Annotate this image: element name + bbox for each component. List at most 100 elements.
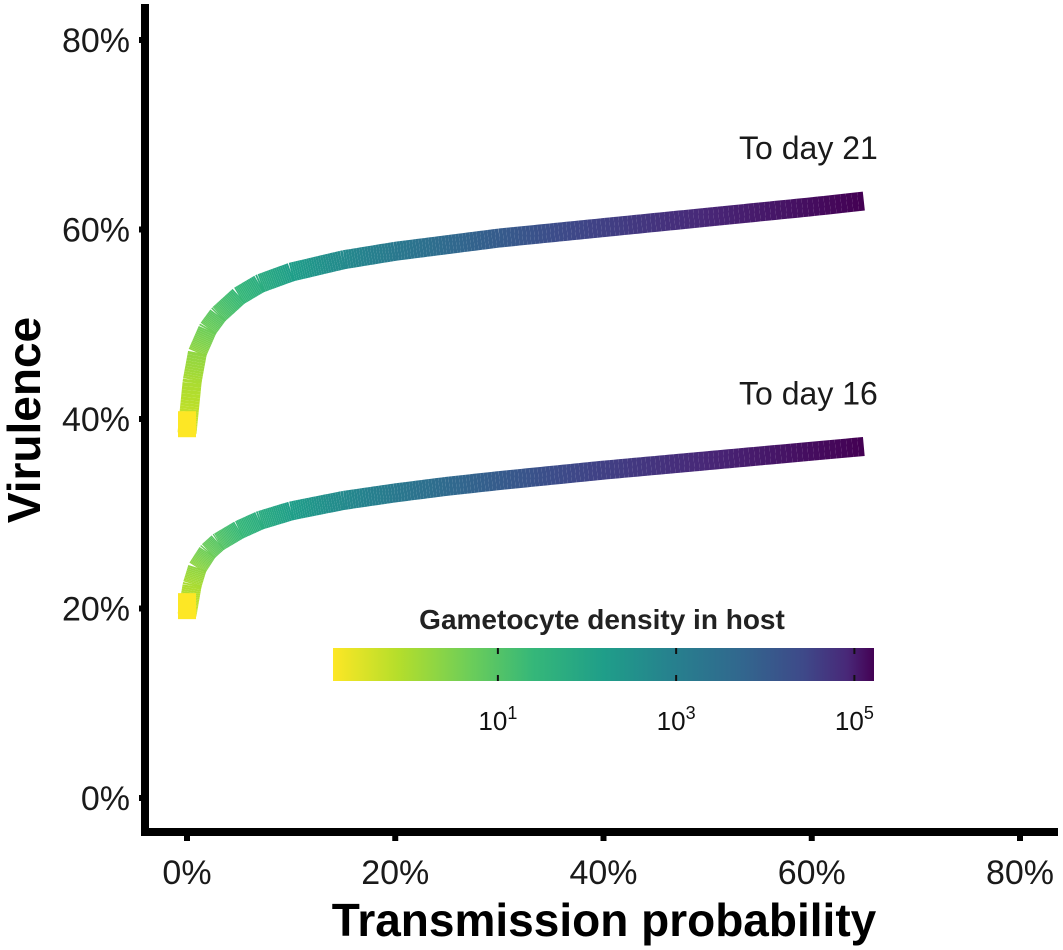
curve-segment bbox=[241, 282, 253, 300]
curve-segment bbox=[224, 295, 239, 311]
curve-segment bbox=[186, 568, 206, 577]
curve-segment bbox=[285, 263, 295, 282]
curve-segment bbox=[248, 514, 259, 533]
curve-segment bbox=[732, 204, 740, 225]
legend-ticks: 101 103 105 bbox=[478, 648, 874, 736]
curve-segment bbox=[209, 536, 224, 552]
curve-segment bbox=[216, 302, 230, 319]
curve-segment bbox=[774, 200, 782, 220]
curve-segment bbox=[212, 533, 225, 551]
curve-segment bbox=[255, 274, 265, 293]
curve-segment bbox=[857, 437, 865, 457]
curve-segment bbox=[235, 285, 247, 304]
curve-segment bbox=[812, 196, 820, 217]
curve-segment bbox=[221, 528, 232, 546]
curve-segment bbox=[228, 524, 240, 542]
curve-segment bbox=[743, 203, 751, 223]
curve-segment bbox=[275, 266, 285, 286]
curve-segment bbox=[312, 256, 320, 276]
y-tick-label: 20% bbox=[62, 591, 130, 629]
curve-segment bbox=[187, 350, 207, 358]
curve-segment bbox=[199, 323, 217, 335]
curve-segment bbox=[218, 300, 233, 316]
curve-segment bbox=[212, 306, 227, 322]
curve-segment bbox=[215, 532, 227, 550]
curve-segment bbox=[214, 532, 225, 550]
curve-segment bbox=[195, 331, 214, 342]
curve-segment bbox=[308, 257, 315, 277]
curve-segment bbox=[201, 543, 216, 559]
curve-segment bbox=[189, 346, 208, 356]
curve-segment bbox=[243, 281, 255, 299]
curve-segment bbox=[274, 505, 282, 525]
curve-segment bbox=[249, 277, 261, 296]
legend-title: Gametocyte density in host bbox=[419, 604, 785, 635]
curve-segment bbox=[779, 199, 788, 220]
curve-start-cap bbox=[178, 593, 196, 620]
curve-segment bbox=[230, 523, 242, 541]
curve-segment bbox=[193, 555, 210, 567]
curve-segment bbox=[200, 545, 216, 559]
curve-segment bbox=[790, 198, 798, 219]
curve-segment bbox=[268, 269, 277, 289]
x-tick-label: 0% bbox=[162, 854, 211, 892]
curve-segment bbox=[225, 293, 240, 310]
curve-segment bbox=[231, 288, 246, 305]
curve-segment bbox=[253, 512, 264, 531]
curve-segment bbox=[187, 564, 207, 573]
curve-segment bbox=[214, 303, 229, 320]
curve-segment bbox=[185, 360, 206, 367]
curve-segment bbox=[209, 309, 226, 323]
x-ticks: 0% 20% 40% 60% 80% bbox=[162, 832, 1054, 892]
curve-segment bbox=[202, 542, 217, 558]
curve-segment bbox=[191, 340, 210, 350]
curve-segment bbox=[236, 519, 246, 538]
curve-segment bbox=[208, 537, 223, 553]
curve-segment bbox=[204, 540, 219, 556]
curve-segment bbox=[281, 264, 291, 284]
curve-segment bbox=[297, 260, 304, 280]
curve-segment bbox=[226, 525, 238, 543]
curve-segment bbox=[189, 344, 208, 354]
curve-segment bbox=[293, 261, 300, 281]
curve-segment bbox=[198, 547, 216, 559]
curve-start-cap bbox=[178, 411, 196, 438]
curve-segment bbox=[324, 253, 332, 273]
curve-segment bbox=[205, 315, 222, 328]
curve-segment bbox=[340, 250, 347, 270]
curve-segment bbox=[211, 307, 226, 322]
curve-segment bbox=[332, 252, 339, 272]
curve-segment bbox=[192, 556, 210, 569]
curve-segment bbox=[213, 304, 228, 321]
curve-segment bbox=[192, 338, 211, 348]
curve-segment bbox=[273, 267, 283, 287]
curve-segment bbox=[270, 268, 279, 288]
curve-segment bbox=[264, 271, 273, 290]
curve-segment bbox=[196, 550, 213, 563]
curve-segment bbox=[258, 510, 266, 530]
curve-segment bbox=[845, 438, 854, 458]
legend-tick-label: 101 bbox=[478, 703, 517, 736]
curve-segment bbox=[242, 517, 252, 536]
curve-segment bbox=[207, 538, 222, 554]
curve-segment bbox=[224, 526, 236, 544]
curve-segment bbox=[237, 285, 249, 303]
curve-segment bbox=[261, 272, 270, 291]
curve-segment bbox=[190, 343, 209, 353]
legend-tick-label: 103 bbox=[657, 703, 696, 736]
curve-segment bbox=[769, 200, 777, 221]
curve-segment bbox=[283, 263, 293, 283]
curve-segment bbox=[319, 254, 327, 275]
curve-segment bbox=[228, 291, 243, 307]
curve-segment bbox=[727, 205, 735, 225]
y-axis-title: Virulence bbox=[0, 317, 50, 523]
curve-segment bbox=[785, 199, 793, 219]
curve-segment bbox=[823, 440, 831, 460]
y-tick-label: 0% bbox=[81, 780, 130, 818]
y-tick-label: 80% bbox=[62, 22, 130, 60]
curve-segment bbox=[202, 319, 219, 332]
colorbar bbox=[333, 648, 874, 681]
curve-segment bbox=[205, 539, 220, 555]
series-label: To day 21 bbox=[739, 130, 878, 166]
curve-segment bbox=[722, 205, 730, 226]
